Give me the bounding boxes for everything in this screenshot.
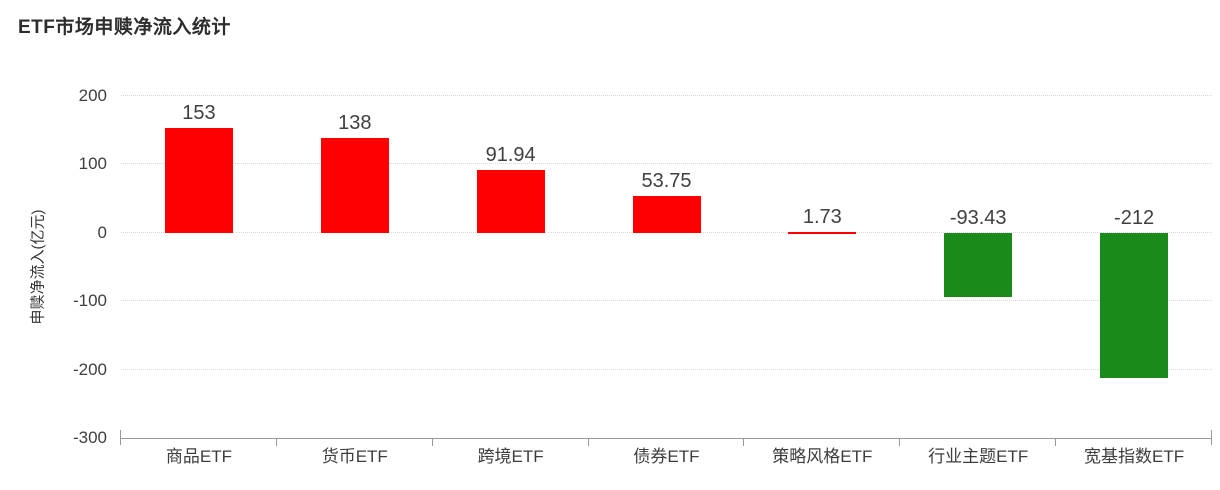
bar	[1100, 232, 1169, 378]
chart-title: ETF市场申赎净流入统计	[18, 17, 231, 38]
bar-value-label: 91.94	[485, 143, 536, 166]
y-tick-label: -200	[72, 359, 107, 379]
x-axis-tick	[120, 430, 121, 445]
bar	[476, 169, 545, 233]
y-tick-label: -100	[72, 291, 107, 311]
x-axis-tick	[899, 438, 901, 446]
x-tick-label: 商品ETF	[165, 447, 232, 466]
x-tick-label: 宽基指数ETF	[1084, 447, 1185, 466]
gridline	[121, 368, 1212, 370]
bar	[788, 231, 857, 234]
gridline	[121, 95, 1212, 96]
bar	[944, 232, 1013, 297]
x-axis-tick	[1055, 438, 1057, 446]
bar	[320, 138, 389, 233]
bar	[632, 196, 701, 233]
gridline	[121, 163, 1212, 165]
y-tick-label: -300	[72, 428, 107, 447]
x-tick-label: 策略风格ETF	[772, 447, 873, 466]
bar	[164, 128, 233, 233]
x-tick-label: 债券ETF	[633, 447, 700, 466]
x-axis-tick	[587, 438, 589, 446]
gridline	[121, 300, 1212, 302]
bar-value-label: 138	[338, 112, 372, 135]
y-tick-label: 0	[97, 222, 107, 242]
x-axis-tick	[1211, 430, 1212, 445]
bar-value-label: 53.75	[641, 170, 692, 193]
x-tick-label: 货币ETF	[321, 447, 388, 466]
bar-value-label: -93.43	[949, 206, 1007, 229]
x-tick-label: 行业主题ETF	[928, 447, 1029, 466]
x-axis-tick	[743, 438, 745, 446]
y-tick-label: 100	[78, 154, 107, 174]
y-tick-label: 200	[78, 86, 107, 105]
bar-value-label: -212	[1114, 206, 1155, 229]
bar-value-label: 153	[182, 102, 216, 125]
x-axis-tick	[275, 438, 277, 446]
x-axis-tick	[431, 438, 433, 446]
x-tick-label: 跨境ETF	[477, 447, 544, 466]
x-axis-line	[121, 438, 1212, 439]
bar-value-label: 1.73	[802, 205, 842, 228]
